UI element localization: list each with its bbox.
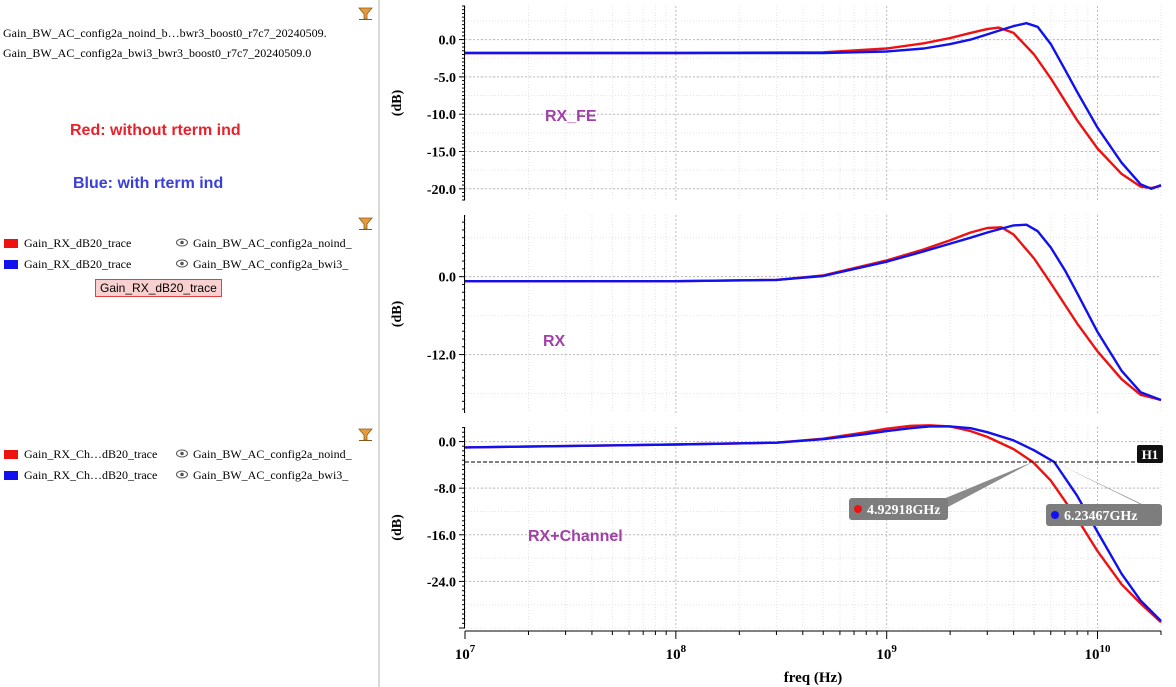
legend-row[interactable]: Gain_RX_Ch…dB20_trace Gain_BW_AC_config2a…: [4, 467, 378, 483]
filter-icon[interactable]: [358, 6, 373, 20]
series-line-blue[interactable]: [465, 22, 1162, 190]
y-axis-label: (dB): [390, 300, 405, 327]
legend-trace-name: Gain_RX_Ch…dB20_trace: [24, 467, 158, 482]
legend-row[interactable]: Gain_RX_dB20_trace Gain_BW_AC_config2a_no…: [4, 235, 378, 251]
y-tick-label: -20.0: [427, 183, 456, 198]
chart-panel-2: 0.0 -12.0 (dB) RX: [390, 215, 1162, 413]
y-tick-label: -15.0: [427, 146, 456, 161]
plot-background: [465, 427, 1161, 628]
left-panel: Gain_BW_AC_config2a_noind_b…bwr3_boost0_…: [0, 0, 378, 687]
annotation-red: Red: without rterm ind: [70, 122, 241, 139]
panel-label: RX+Channel: [528, 528, 623, 545]
annotation-blue: Blue: with rterm ind: [73, 175, 224, 192]
eye-icon[interactable]: [176, 447, 188, 462]
y-tick-label: -8.0: [434, 482, 456, 497]
legend-trace-source: Gain_BW_AC_config2a_bwi3_: [193, 467, 349, 482]
panel-label: RX: [543, 333, 566, 350]
x-axis-label: freq (Hz): [784, 670, 842, 686]
file-item-noind[interactable]: Gain_BW_AC_config2a_noind_b…bwr3_boost0_…: [3, 26, 327, 40]
marker-box[interactable]: [849, 498, 948, 520]
marker-pointer: [936, 461, 1033, 508]
panel-label: RX_FE: [545, 108, 597, 125]
legend-trace-name: Gain_RX_Ch…dB20_trace: [24, 446, 158, 461]
marker-label: 4.92918GHz: [867, 503, 941, 518]
legend-row[interactable]: Gain_RX_Ch…dB20_trace Gain_BW_AC_config2a…: [4, 446, 378, 462]
y-axis-label: (dB): [390, 89, 405, 116]
file-item-bwi3[interactable]: Gain_BW_AC_config2a_bwi3_bwr3_boost0_r7c…: [3, 46, 312, 60]
panel-divider[interactable]: [378, 0, 380, 687]
h1-marker-box[interactable]: [1137, 444, 1163, 463]
legend-trace-source: Gain_BW_AC_config2a_bwi3_: [193, 256, 349, 271]
legend-swatch: [4, 470, 18, 480]
y-tick-label: -12.0: [427, 349, 456, 364]
eye-icon[interactable]: [176, 257, 188, 272]
y-tick-label: -16.0: [427, 529, 456, 544]
y-tick-label: 0.0: [439, 34, 457, 49]
x-tick-label: 108: [666, 643, 687, 663]
y-tick-label: 0.0: [439, 271, 457, 286]
marker-box[interactable]: [1046, 504, 1162, 526]
plot-background: [465, 215, 1161, 413]
chart-panel-3: 0.0 -8.0 -16.0 -24.0 (dB) RX+Channel H1 4.92918…: [390, 424, 1163, 629]
series-line-red[interactable]: [465, 26, 1162, 190]
legend-swatch: [4, 238, 18, 248]
x-tick-label: 109: [876, 643, 897, 663]
y-tick-label: -10.0: [427, 108, 456, 123]
x-tick-label: 1010: [1085, 643, 1112, 663]
legend-swatch: [4, 259, 18, 269]
eye-icon[interactable]: [176, 236, 188, 251]
series-line-blue[interactable]: [464, 425, 1162, 622]
h1-marker-label: H1: [1142, 447, 1159, 462]
y-tick-label: 0.0: [439, 436, 457, 451]
legend-trace-source: Gain_BW_AC_config2a_noind_: [193, 446, 352, 461]
legend-trace-source: Gain_BW_AC_config2a_noind_: [193, 235, 352, 250]
series-line-blue[interactable]: [465, 223, 1162, 402]
marker-dot: [1051, 511, 1059, 519]
selected-trace-label[interactable]: Gain_RX_dB20_trace: [95, 279, 222, 297]
y-tick-label: -24.0: [427, 575, 456, 590]
marker-dot: [854, 505, 862, 513]
legend-trace-name: Gain_RX_dB20_trace: [24, 256, 132, 271]
y-tick-label: -5.0: [434, 71, 456, 86]
legend-swatch: [4, 449, 18, 459]
chart-panel-1: 0.0 -5.0 -10.0 -15.0 -20.0 (dB) RX_FE: [390, 5, 1162, 201]
plot-background: [465, 6, 1161, 200]
legend-row[interactable]: Gain_RX_dB20_trace Gain_BW_AC_config2a_bw…: [4, 256, 378, 272]
x-tick-label: 107: [455, 643, 476, 663]
eye-icon[interactable]: [176, 468, 188, 483]
plot-area: 0.0 -5.0 -10.0 -15.0 -20.0 (dB) RX_FE 0.0 -12.0 (…: [390, 5, 1163, 686]
filter-icon[interactable]: [358, 427, 373, 441]
y-axis-label: (dB): [390, 514, 405, 541]
marker-label: 6.23467GHz: [1064, 509, 1138, 524]
filter-icon[interactable]: [358, 216, 373, 230]
legend-trace-name: Gain_RX_dB20_trace: [24, 235, 132, 250]
